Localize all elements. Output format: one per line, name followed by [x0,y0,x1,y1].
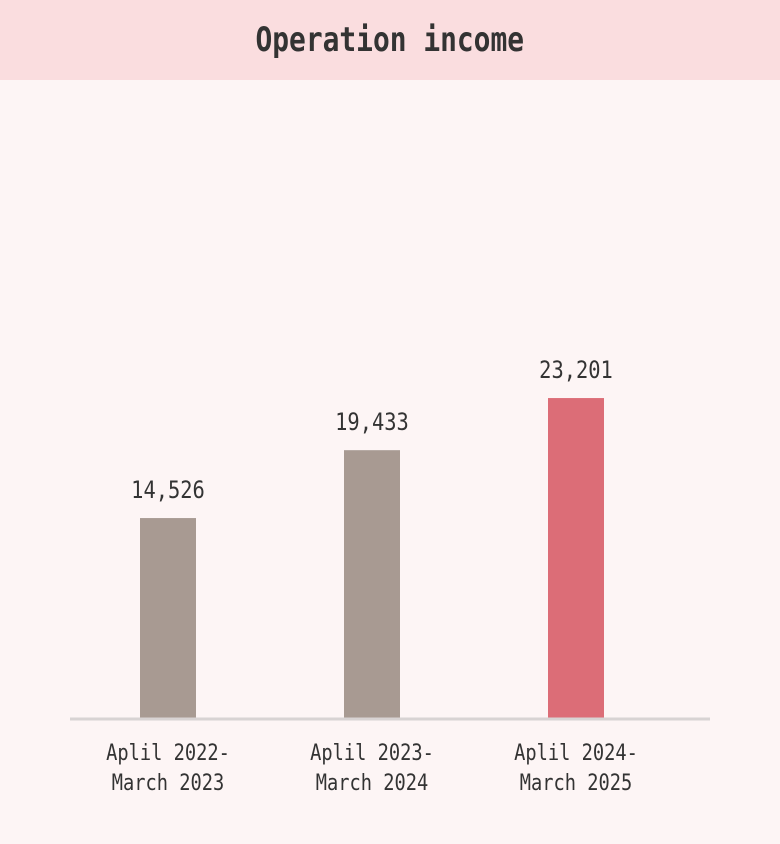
bar-2 [344,450,400,719]
bar-value-label-1: 14,526 [131,477,205,505]
category-label-3-line-2: March 2025 [520,770,633,796]
bar-value-label-2: 19,433 [335,409,409,437]
category-label-1-line-2: March 2023 [112,770,225,796]
chart-header: Operation income [0,0,780,80]
bar-value-label-3: 23,201 [539,357,613,385]
chart-title: Operation income [255,20,525,60]
category-label-2-line-2: March 2024 [316,770,429,796]
category-label-3-line-1: Aplil 2024- [514,740,638,766]
category-label-2-line-1: Aplil 2023- [310,740,434,766]
category-label-1-line-1: Aplil 2022- [106,740,230,766]
bar-chart: 14,526 Aplil 2022- March 2023 19,433 Aplil 2… [70,357,710,796]
chart-area: 14,526 Aplil 2022- March 2023 19,433 Aplil 2… [0,80,780,840]
bar-3 [548,398,604,719]
bar-1 [140,518,196,719]
